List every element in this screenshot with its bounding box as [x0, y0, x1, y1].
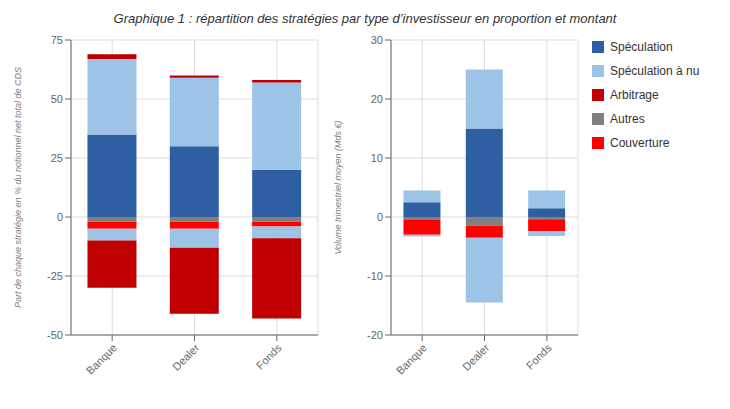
svg-text:30: 30	[371, 34, 383, 46]
svg-text:-20: -20	[367, 329, 383, 341]
html-text:Arbitrage: Arbitrage	[610, 88, 659, 102]
svg-text:0: 0	[57, 211, 63, 223]
svg-text:Banque: Banque	[394, 341, 429, 376]
html-text:Autres: Autres	[610, 112, 645, 126]
svg-text:25: 25	[51, 152, 63, 164]
svg-text:75: 75	[51, 34, 63, 46]
svg-text:10: 10	[371, 152, 383, 164]
svg-text:20: 20	[371, 93, 383, 105]
html-text:Couverture: Couverture	[610, 136, 670, 150]
svg-text:-10: -10	[367, 270, 383, 282]
svg-text:Fonds: Fonds	[254, 341, 284, 371]
svg-text:Dealer: Dealer	[460, 341, 492, 373]
svg-text:-50: -50	[47, 329, 63, 341]
svg-text:-25: -25	[47, 270, 63, 282]
svg-text:50: 50	[51, 93, 63, 105]
html-text:Spéculation à nu: Spéculation à nu	[610, 64, 700, 78]
svg-text:Dealer: Dealer	[170, 341, 202, 373]
svg-text:Volume trimestriel moyen (Mds: Volume trimestriel moyen (Mds €)	[333, 120, 343, 254]
html-text:Graphique 1 : répartition des: Graphique 1 : répartition des stratégies…	[113, 11, 617, 26]
svg-text:Fonds: Fonds	[524, 341, 554, 371]
svg-text:Banque: Banque	[84, 341, 119, 376]
svg-text:Part de chaque stratégie en %: Part de chaque stratégie en % du notionn…	[13, 67, 23, 308]
svg-text:0: 0	[377, 211, 383, 223]
html-text:Spéculation: Spéculation	[610, 40, 673, 54]
